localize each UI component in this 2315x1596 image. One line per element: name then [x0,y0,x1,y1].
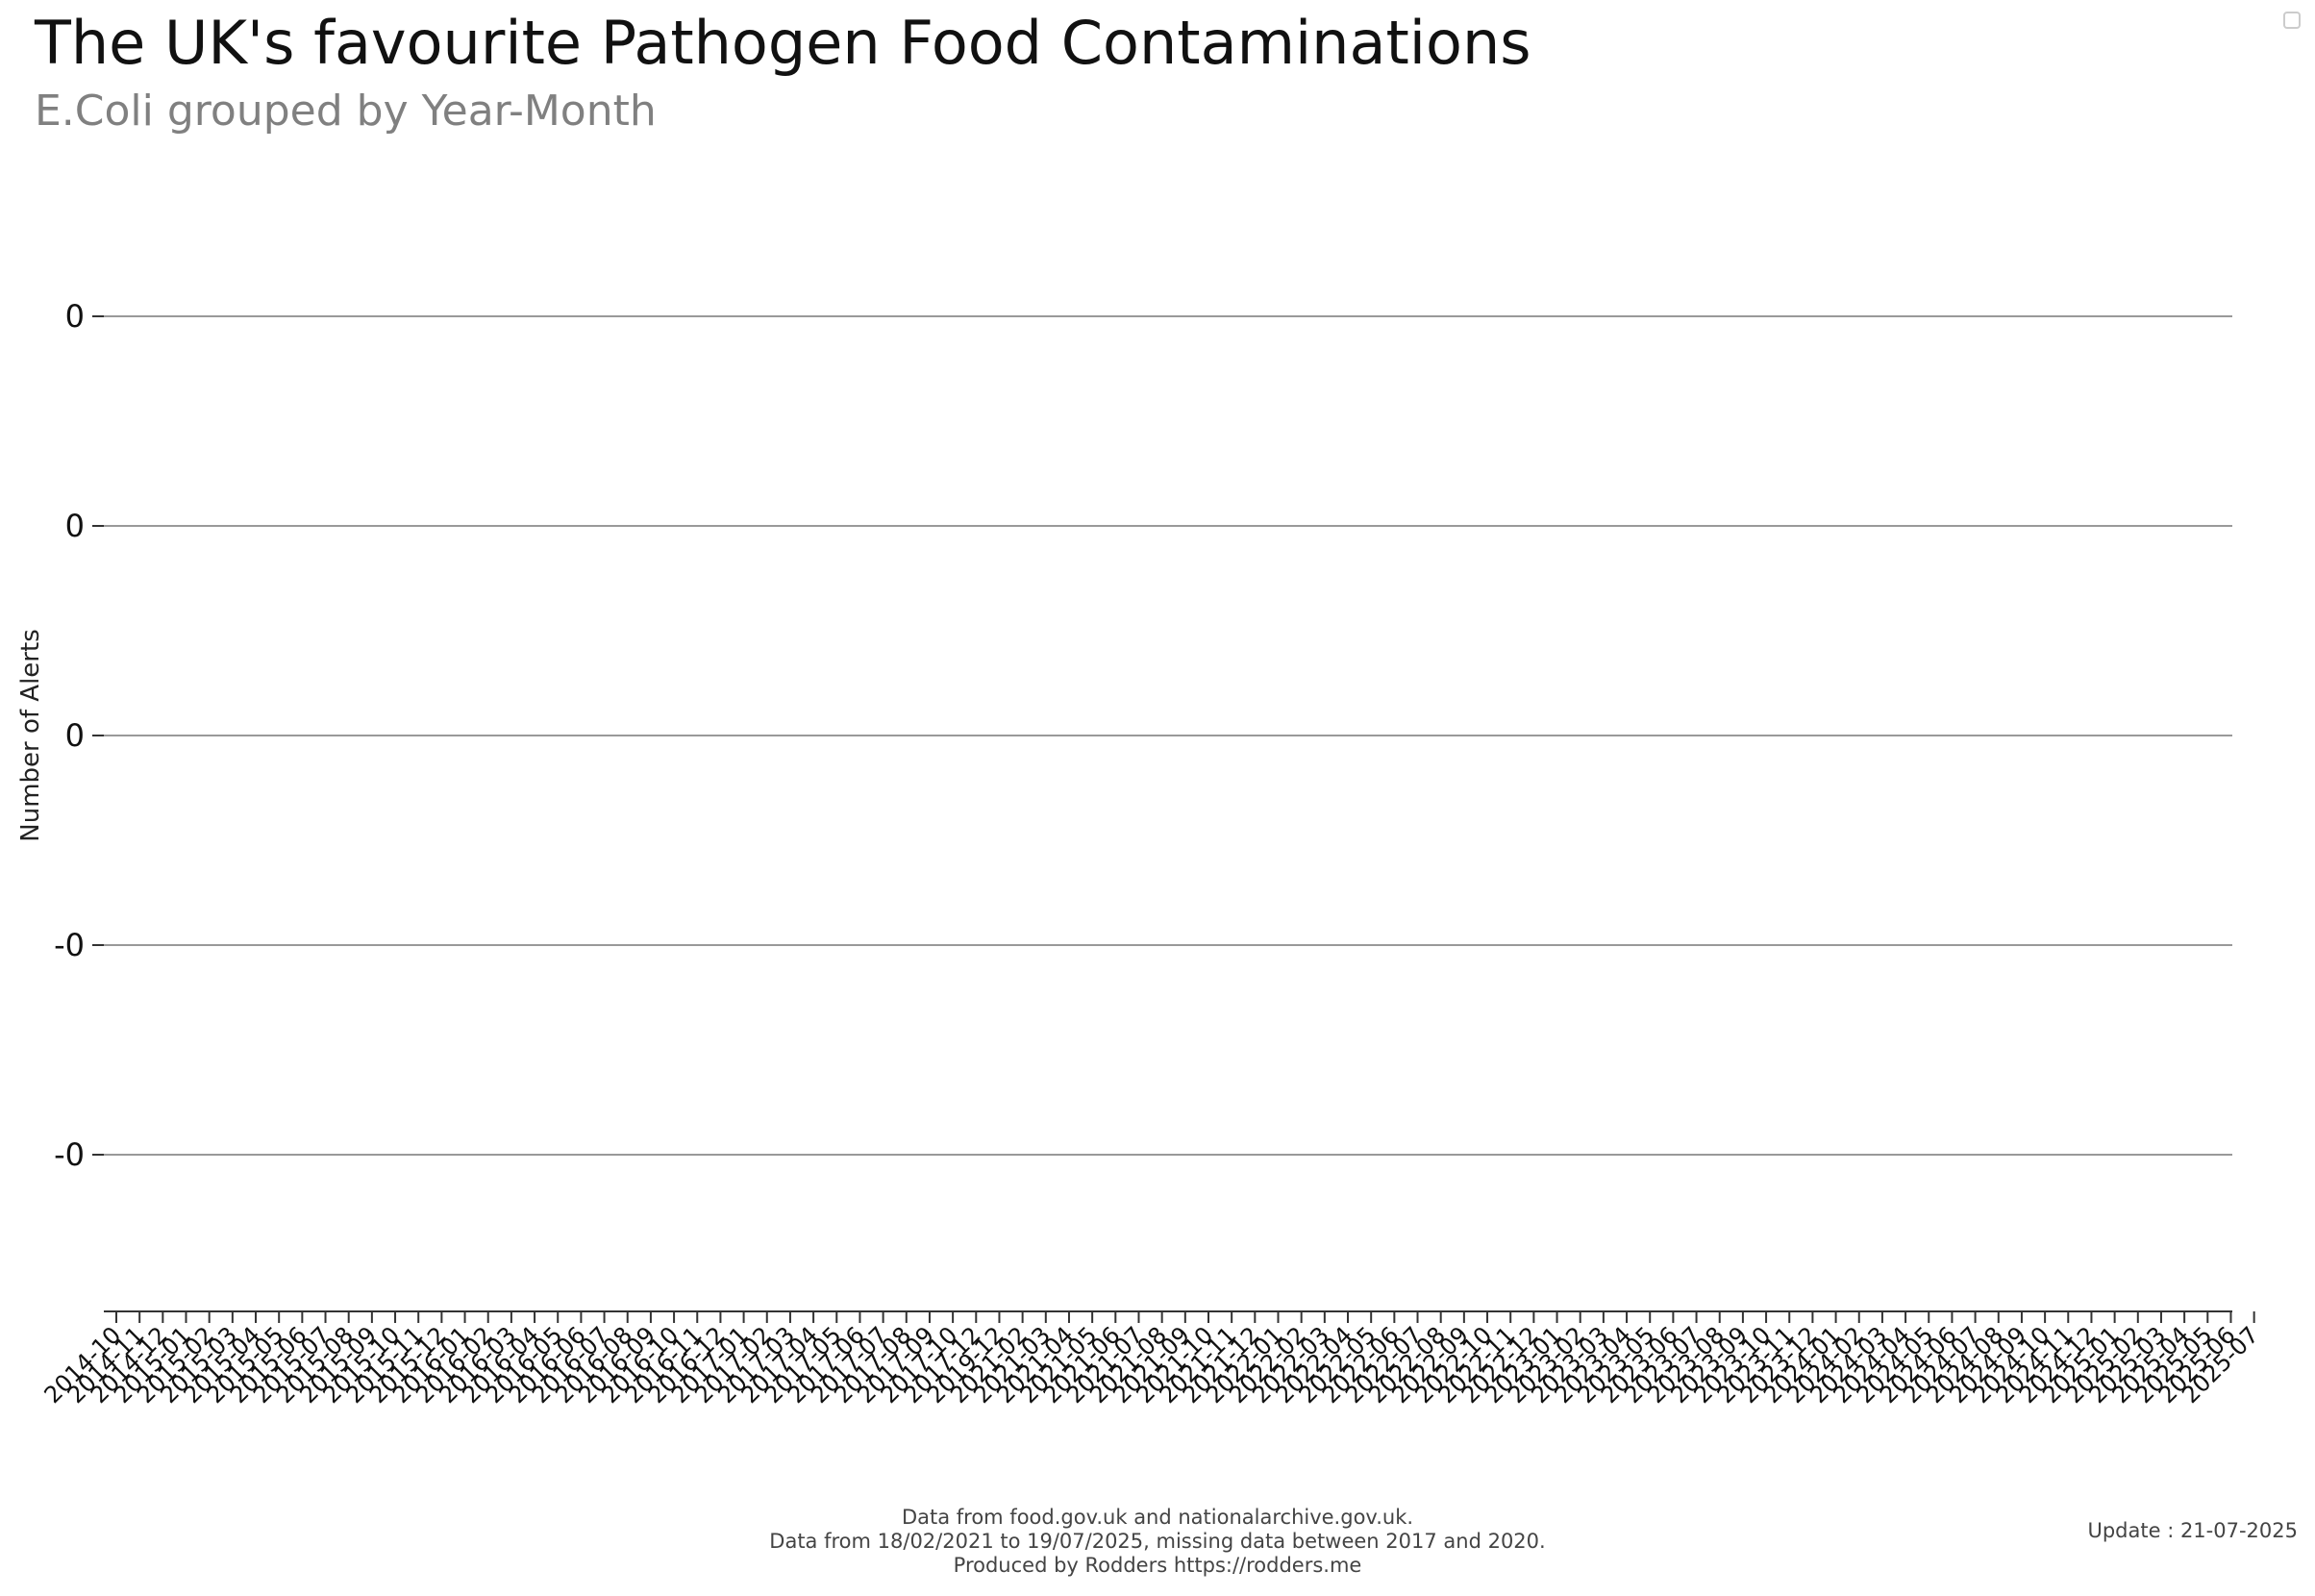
y-tick-label: 0 [65,298,85,335]
footer-range: Data from 18/02/2021 to 19/07/2025, miss… [769,1530,1546,1553]
chart-title: The UK's favourite Pathogen Food Contami… [35,8,1531,78]
footer-source: Data from food.gov.uk and nationalarchiv… [901,1506,1414,1529]
y-tick-label: 0 [65,717,85,754]
y-tick-label: -0 [54,1136,85,1173]
legend-toggle[interactable] [2283,12,2301,29]
y-tick-label: -0 [54,927,85,963]
y-axis-label: Number of Alerts [16,629,45,841]
update-date: Update : 21-07-2025 [2087,1519,2298,1542]
footer-credit: Produced by Rodders https://rodders.me [953,1554,1362,1577]
chart-subtitle: E.Coli grouped by Year-Month [35,87,657,136]
y-tick-label: 0 [65,508,85,544]
